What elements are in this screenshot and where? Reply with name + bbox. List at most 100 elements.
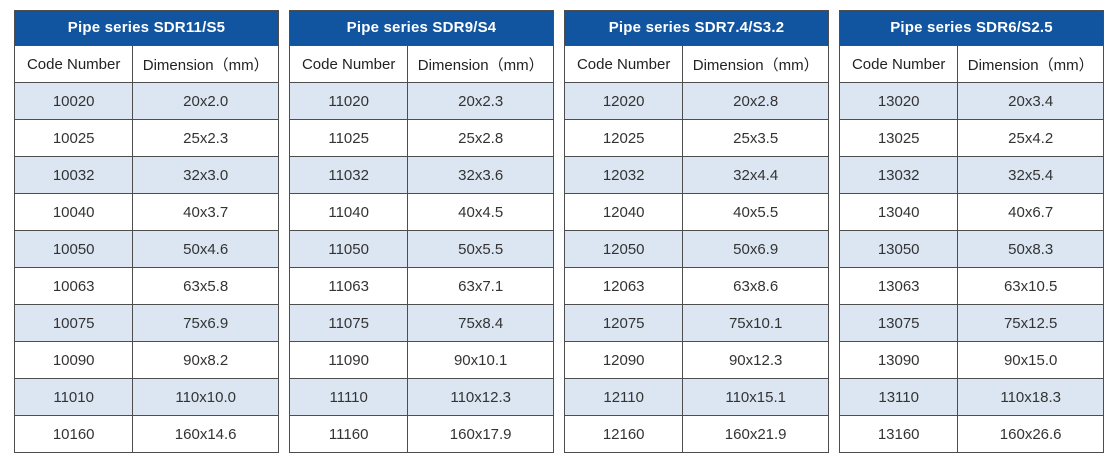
dimension-cell: 32x4.4 — [683, 156, 828, 193]
code-cell: 10032 — [15, 156, 134, 193]
dimension-cell: 20x2.0 — [133, 82, 278, 119]
table-grid: Code Number Dimension（mm） 13020 20x3.4 13025… — [840, 45, 1103, 452]
dimension-cell: 90x10.1 — [408, 341, 553, 378]
pipe-table-pipe-series-sdr9-s4: Pipe series SDR9/S4 Code Number Dimension（… — [289, 10, 554, 453]
column-header-dimension: Dimension（mm） — [408, 45, 553, 82]
code-cell: 11075 — [290, 304, 409, 341]
code-cell: 10160 — [15, 415, 134, 452]
code-cell: 10050 — [15, 230, 134, 267]
dimension-cell: 40x6.7 — [958, 193, 1103, 230]
dimension-cell: 90x8.2 — [133, 341, 278, 378]
code-cell: 10063 — [15, 267, 134, 304]
code-cell: 12040 — [565, 193, 684, 230]
dimension-cell: 75x10.1 — [683, 304, 828, 341]
column-header-dimension: Dimension（mm） — [683, 45, 828, 82]
code-cell: 12075 — [565, 304, 684, 341]
table-title: Pipe series SDR9/S4 — [290, 11, 553, 45]
code-cell: 11025 — [290, 119, 409, 156]
code-cell: 11032 — [290, 156, 409, 193]
column-header-dimension: Dimension（mm） — [958, 45, 1103, 82]
code-cell: 12063 — [565, 267, 684, 304]
dimension-cell: 63x8.6 — [683, 267, 828, 304]
table-grid: Code Number Dimension（mm） 12020 20x2.8 12025… — [565, 45, 828, 452]
dimension-cell: 160x26.6 — [958, 415, 1103, 452]
code-cell: 13075 — [840, 304, 959, 341]
dimension-cell: 110x15.1 — [683, 378, 828, 415]
code-cell: 11010 — [15, 378, 134, 415]
dimension-cell: 25x2.8 — [408, 119, 553, 156]
code-cell: 12050 — [565, 230, 684, 267]
column-header-dimension: Dimension（mm） — [133, 45, 278, 82]
dimension-cell: 90x12.3 — [683, 341, 828, 378]
dimension-cell: 25x2.3 — [133, 119, 278, 156]
dimension-cell: 40x3.7 — [133, 193, 278, 230]
table-title: Pipe series SDR6/S2.5 — [840, 11, 1103, 45]
dimension-cell: 25x4.2 — [958, 119, 1103, 156]
code-cell: 12090 — [565, 341, 684, 378]
dimension-cell: 32x5.4 — [958, 156, 1103, 193]
code-cell: 12032 — [565, 156, 684, 193]
dimension-cell: 110x12.3 — [408, 378, 553, 415]
code-cell: 10020 — [15, 82, 134, 119]
dimension-cell: 40x5.5 — [683, 193, 828, 230]
dimension-cell: 160x14.6 — [133, 415, 278, 452]
dimension-cell: 25x3.5 — [683, 119, 828, 156]
dimension-cell: 63x10.5 — [958, 267, 1103, 304]
dimension-cell: 20x3.4 — [958, 82, 1103, 119]
code-cell: 12025 — [565, 119, 684, 156]
column-header-code-number: Code Number — [840, 45, 959, 82]
dimension-cell: 50x4.6 — [133, 230, 278, 267]
dimension-cell: 75x12.5 — [958, 304, 1103, 341]
dimension-cell: 110x10.0 — [133, 378, 278, 415]
code-cell: 13040 — [840, 193, 959, 230]
dimension-cell: 20x2.8 — [683, 82, 828, 119]
code-cell: 11090 — [290, 341, 409, 378]
code-cell: 13090 — [840, 341, 959, 378]
code-cell: 13025 — [840, 119, 959, 156]
pipe-table-pipe-series-sdr7-4-s3-2: Pipe series SDR7.4/S3.2 Code Number Dimens… — [564, 10, 829, 453]
table-grid: Code Number Dimension（mm） 10020 20x2.0 10025… — [15, 45, 278, 452]
dimension-cell: 32x3.0 — [133, 156, 278, 193]
code-cell: 10025 — [15, 119, 134, 156]
dimension-cell: 63x7.1 — [408, 267, 553, 304]
dimension-cell: 75x6.9 — [133, 304, 278, 341]
code-cell: 13110 — [840, 378, 959, 415]
code-cell: 13020 — [840, 82, 959, 119]
code-cell: 10090 — [15, 341, 134, 378]
code-cell: 10040 — [15, 193, 134, 230]
dimension-cell: 32x3.6 — [408, 156, 553, 193]
table-title: Pipe series SDR7.4/S3.2 — [565, 11, 828, 45]
dimension-cell: 110x18.3 — [958, 378, 1103, 415]
code-cell: 11063 — [290, 267, 409, 304]
code-cell: 11040 — [290, 193, 409, 230]
dimension-cell: 20x2.3 — [408, 82, 553, 119]
column-header-code-number: Code Number — [565, 45, 684, 82]
code-cell: 13160 — [840, 415, 959, 452]
code-cell: 13032 — [840, 156, 959, 193]
code-cell: 11110 — [290, 378, 409, 415]
code-cell: 12020 — [565, 82, 684, 119]
dimension-cell: 160x17.9 — [408, 415, 553, 452]
column-header-code-number: Code Number — [290, 45, 409, 82]
dimension-cell: 63x5.8 — [133, 267, 278, 304]
code-cell: 13050 — [840, 230, 959, 267]
pipe-table-pipe-series-sdr6-s2-5: Pipe series SDR6/S2.5 Code Number Dimensio… — [839, 10, 1104, 453]
code-cell: 12160 — [565, 415, 684, 452]
table-title: Pipe series SDR11/S5 — [15, 11, 278, 45]
dimension-cell: 90x15.0 — [958, 341, 1103, 378]
dimension-cell: 50x6.9 — [683, 230, 828, 267]
dimension-cell: 75x8.4 — [408, 304, 553, 341]
dimension-cell: 160x21.9 — [683, 415, 828, 452]
code-cell: 13063 — [840, 267, 959, 304]
code-cell: 10075 — [15, 304, 134, 341]
table-grid: Code Number Dimension（mm） 11020 20x2.3 11025… — [290, 45, 553, 452]
dimension-cell: 50x5.5 — [408, 230, 553, 267]
column-header-code-number: Code Number — [15, 45, 134, 82]
code-cell: 11020 — [290, 82, 409, 119]
pipe-table-pipe-series-sdr11-s5: Pipe series SDR11/S5 Code Number Dimension… — [14, 10, 279, 453]
code-cell: 11160 — [290, 415, 409, 452]
code-cell: 11050 — [290, 230, 409, 267]
dimension-cell: 40x4.5 — [408, 193, 553, 230]
dimension-cell: 50x8.3 — [958, 230, 1103, 267]
